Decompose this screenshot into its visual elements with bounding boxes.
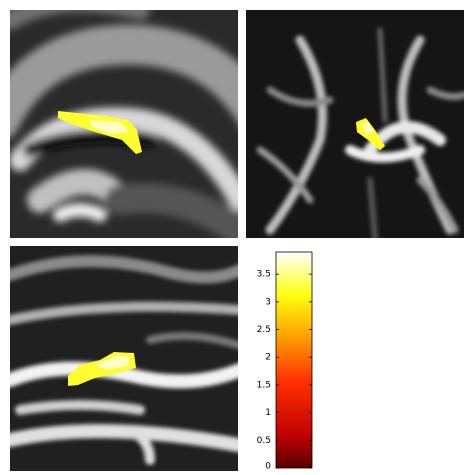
- figure: 0 0.5 1 1.5 2 2.5 3 3.5: [0, 0, 466, 471]
- colorbar: [276, 252, 312, 468]
- axial-slice: [10, 246, 240, 471]
- coronal-slice: [246, 10, 464, 238]
- tick-label: 0: [265, 462, 271, 472]
- tick-label: 1: [265, 408, 271, 418]
- tick-label: 0.5: [257, 436, 271, 446]
- tick-label: 1.5: [257, 380, 271, 390]
- tick-label: 2: [265, 353, 271, 363]
- tick-label: 3.5: [257, 270, 271, 280]
- page: 00.511.522.533.5 (() => { const data = J…: [0, 0, 466, 471]
- tick-label: 3: [265, 297, 271, 307]
- tick-label: 2.5: [257, 325, 271, 335]
- sagittal-slice: [0, 2, 260, 238]
- colorbar-scale: [276, 252, 312, 468]
